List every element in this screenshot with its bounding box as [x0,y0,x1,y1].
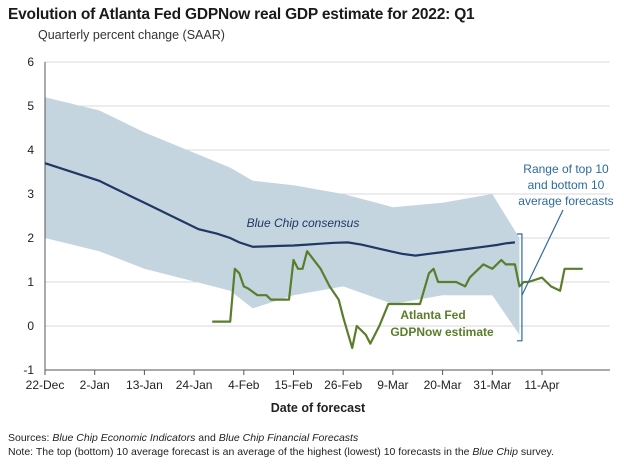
y-tick-label: 6 [27,55,34,69]
gdpnow-estimate-line [212,250,583,350]
x-tick-label: 2-Jan [80,378,110,392]
x-tick-label: 20-Mar [424,378,462,392]
chart-subtitle: Quarterly percent change (SAAR) [38,28,225,42]
range-label-line1: Range of top 10 [523,162,609,176]
x-tick-label: 11-Apr [524,378,559,392]
x-tick-label: 22-Dec [26,378,65,392]
note-label: Note: [8,446,34,458]
y-tick-label: 0 [27,319,34,333]
x-tick-label: 24-Jan [176,378,213,392]
x-tick-labels: 22-Dec 2-Jan 13-Jan 24-Jan 4-Feb 15-Feb 26-Feb… [26,370,560,392]
note-text: The top (bottom) 10 average forecast is … [35,446,470,458]
sources-text1: Blue Chip Economic Indicators [52,432,196,444]
x-tick-label: 31-Mar [473,378,511,392]
range-label-line3: average forecasts [518,194,613,208]
sources-line: Sources: Blue Chip Economic Indicators a… [8,432,358,444]
note-line: Note: The top (bottom) 10 average foreca… [8,446,554,458]
gdpnow-label-line1: Atlanta Fed [400,308,465,322]
y-tick-label: 2 [27,231,34,245]
sources-text2: Blue Chip Financial Forecasts [218,432,359,444]
blue-chip-consensus-label: Blue Chip consensus [247,216,360,230]
x-tick-label: 9-Mar [377,378,408,392]
y-tick-label: 5 [27,99,34,113]
y-tick-label: 3 [27,187,34,201]
chart-title: Evolution of Atlanta Fed GDPNow real GDP… [8,6,475,23]
bracket-shape [516,233,523,342]
axes [44,62,610,371]
note-italic: Blue Chip [472,446,518,458]
y-tick-label: 4 [27,143,34,157]
gdpnow-label-line2: GDPNow estimate [390,325,494,339]
x-tick-label: 15-Feb [274,378,312,392]
x-tick-label: 4-Feb [228,378,260,392]
y-tick-labels: -1 0 1 2 3 4 5 6 [23,55,34,377]
y-tick-label: 1 [27,275,34,289]
x-axis-label: Date of forecast [271,401,366,415]
sources-and: and [198,432,216,444]
y-tick-label: -1 [23,363,34,377]
forecast-range-band [45,97,520,335]
range-label-line2: and bottom 10 [528,178,605,192]
note-end: survey. [520,446,554,458]
bracket-pointer [521,209,564,296]
blue-chip-consensus-line [44,162,516,257]
x-tick-label: 13-Jan [126,378,163,392]
range-bracket [516,209,564,342]
sources-label: Sources: [8,432,50,444]
x-tick-label: 26-Feb [324,378,362,392]
